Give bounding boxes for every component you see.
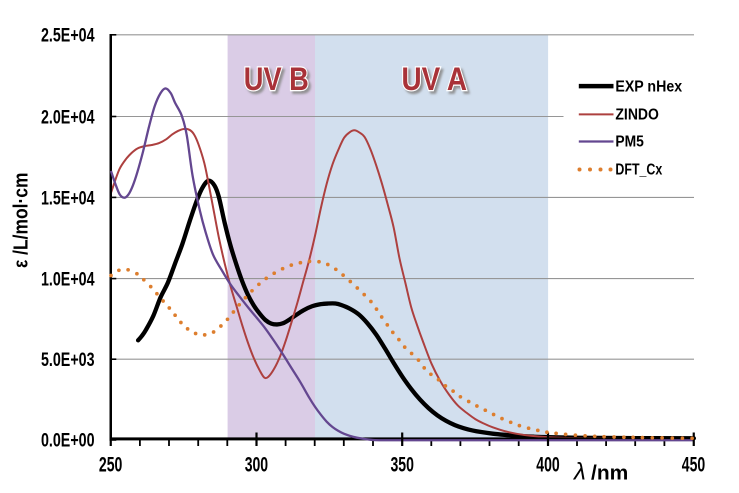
svg-text:/nm: /nm bbox=[591, 462, 628, 484]
svg-text:1.5E+04: 1.5E+04 bbox=[41, 188, 95, 209]
svg-text:250: 250 bbox=[99, 453, 122, 477]
svg-text:DFT_Cx: DFT_Cx bbox=[615, 162, 662, 179]
svg-text:UV B: UV B bbox=[244, 61, 309, 97]
svg-text:0.0E+00: 0.0E+00 bbox=[41, 431, 95, 452]
svg-text:2.5E+04: 2.5E+04 bbox=[41, 26, 95, 47]
svg-text:450: 450 bbox=[682, 453, 705, 477]
svg-text:1.0E+04: 1.0E+04 bbox=[41, 270, 95, 291]
svg-text:2.0E+04: 2.0E+04 bbox=[41, 107, 95, 128]
svg-text:400: 400 bbox=[536, 453, 559, 477]
svg-text:UV A: UV A bbox=[402, 61, 468, 97]
svg-text:350: 350 bbox=[391, 453, 414, 477]
svg-text:ε /L/mol·cm: ε /L/mol·cm bbox=[11, 173, 33, 269]
svg-text:EXP nHex: EXP nHex bbox=[615, 78, 682, 95]
svg-text:λ: λ bbox=[572, 459, 586, 486]
svg-text:300: 300 bbox=[245, 453, 268, 477]
svg-text:PM5: PM5 bbox=[615, 134, 644, 151]
svg-text:ZINDO: ZINDO bbox=[615, 107, 659, 124]
svg-text:5.0E+03: 5.0E+03 bbox=[41, 350, 95, 371]
